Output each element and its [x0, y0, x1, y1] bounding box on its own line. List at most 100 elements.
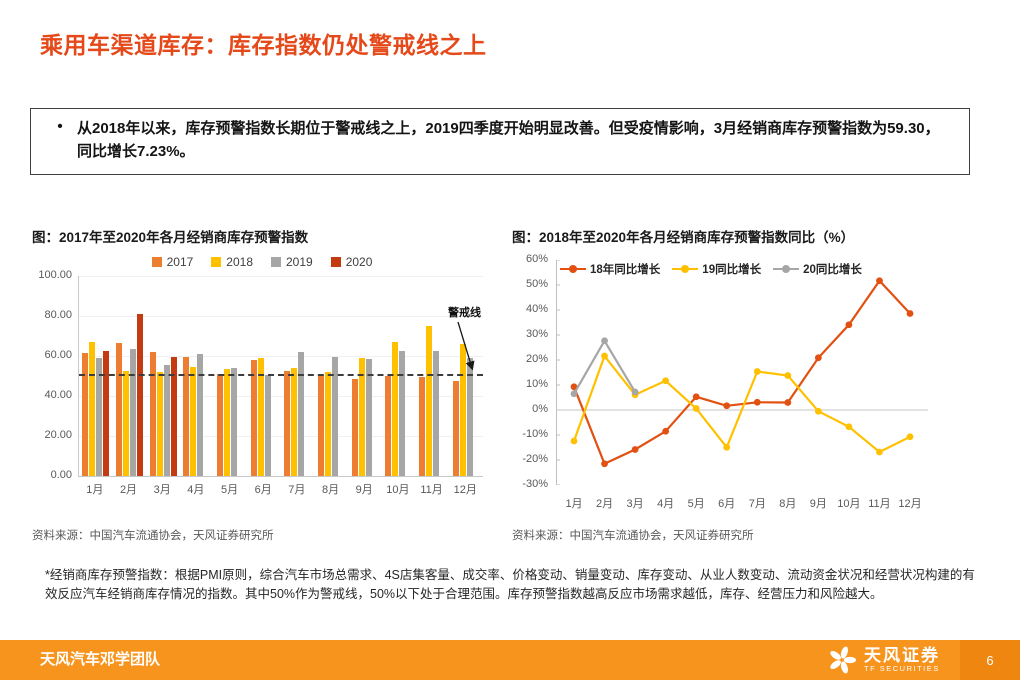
line-legend-item-18年同比增长: 18年同比增长 [560, 261, 660, 277]
line-series-19同比增长 [572, 353, 911, 454]
bar-2017-12月 [452, 380, 459, 476]
bar-2017-7月 [284, 371, 291, 476]
footer-team-name: 天风汽车邓学团队 [40, 651, 161, 668]
bar-2019-1月 [96, 358, 103, 476]
bar-2017-6月 [250, 359, 257, 476]
bar-2018-3月 [156, 371, 163, 476]
bar-2017-4月 [183, 356, 190, 476]
bar-x-label: 10月 [386, 484, 410, 496]
line-y-tick: 60% [525, 253, 548, 265]
bar-group-10月 [382, 276, 416, 476]
warning-line [79, 374, 483, 376]
bar-x-label: 3月 [153, 484, 171, 496]
bar-x-label: 2月 [119, 484, 138, 496]
bar-2018-2月 [123, 371, 129, 476]
bar-plot: 警戒线 [78, 276, 483, 477]
bar-2017-2月 [116, 342, 122, 476]
bar-2018-5月 [224, 368, 231, 476]
bar-2019-4月 [197, 354, 204, 476]
bar-2019-11月 [433, 351, 440, 476]
legend-swatch-icon [271, 257, 281, 267]
bar-2018-6月 [257, 357, 264, 476]
data-point [753, 398, 761, 406]
legend-swatch-icon [151, 257, 162, 267]
line-y-tick: 40% [525, 303, 548, 315]
legend-line-marker-icon [672, 265, 699, 274]
bar-2020-3月 [170, 357, 177, 476]
bar-2018-4月 [190, 366, 197, 476]
brand-subtitle: TF SECURITIES [864, 664, 940, 674]
line-plot-svg [556, 259, 928, 486]
bar-group-5月 [214, 276, 248, 476]
line-y-tick: 50% [525, 278, 548, 290]
bar-group-8月 [315, 276, 349, 476]
bar-group-12月 [449, 276, 483, 476]
bar-legend: 2017 2018 2019 2020 [32, 255, 492, 269]
line-legend-item-19同比增长: 19同比增长 [672, 261, 761, 277]
legend-label: 2019 [286, 255, 313, 269]
footer-brand: 天风证券 TF SECURITIES [827, 640, 940, 680]
bar-2018-10月 [392, 342, 399, 476]
data-point [662, 427, 670, 435]
bar-y-tick: 20.00 [44, 429, 72, 441]
bar-legend-item-2019: 2019 [271, 255, 313, 269]
line-series-20同比增长 [573, 338, 637, 395]
line-x-label: 6月 [718, 498, 736, 510]
bar-chart-source: 资料来源：中国汽车流通协会，天风证券研究所 [32, 530, 274, 542]
data-point [723, 443, 731, 451]
bar-y-tick: 40.00 [44, 389, 72, 401]
charts-row: 图：2017年至2020年各月经销商库存预警指数 2017 2018 2019 202… [32, 226, 990, 543]
callout-text: 从2018年以来，库存预警指数长期位于警戒线之上，2019四季度开始明显改善。但… [77, 120, 940, 160]
data-point [845, 423, 853, 431]
callout-bullet: • [57, 118, 63, 135]
bar-group-6月 [247, 276, 281, 476]
line-y-tick: 20% [525, 353, 548, 365]
data-point [662, 377, 670, 385]
bar-2019-12月 [466, 358, 473, 476]
bar-2017-9月 [351, 378, 358, 476]
legend-line-marker-icon [773, 265, 800, 274]
data-point [570, 383, 578, 391]
page-title: 乘用车渠道库存：库存指数仍处警戒线之上 [40, 32, 487, 58]
bar-x-label: 8月 [321, 484, 340, 496]
bar-x-label: 11月 [420, 484, 443, 496]
line-x-label: 11月 [868, 498, 891, 510]
bar-y-axis: 100.00 80.00 60.00 40.00 20.00 0.00 [32, 269, 78, 481]
line-y-tick: 30% [525, 328, 548, 340]
line-chart-title: 图：2018年至2020年各月经销商库存预警指数同比（%） [512, 230, 855, 245]
line-chart-block: 图：2018年至2020年各月经销商库存预警指数同比（%） 60% 50% 40% 3… [512, 226, 950, 543]
line-y-tick: 0% [532, 403, 548, 415]
line-x-label: 1月 [565, 498, 583, 510]
legend-label: 19同比增长 [702, 264, 762, 276]
data-point [784, 372, 792, 379]
bar-y-tick: 100.00 [38, 269, 72, 281]
bar-x-label: 12月 [453, 484, 477, 496]
bar-x-label: 1月 [86, 484, 104, 496]
line-x-label: 9月 [809, 498, 827, 510]
bar-x-label: 5月 [220, 484, 239, 496]
bar-2017-10月 [385, 376, 392, 476]
legend-label: 18年同比增长 [590, 264, 661, 276]
bar-group-9月 [348, 276, 382, 476]
data-point [631, 446, 639, 453]
line-plot: 18年同比增长 19同比增长 20同比增长 1月 2月 3月 4月 5月 6月 7月 8月 9月 10… [556, 259, 928, 511]
line-x-label: 3月 [626, 498, 644, 510]
bar-chart-area: 100.00 80.00 60.00 40.00 20.00 0.00 警戒线 [32, 269, 492, 481]
legend-label: 20同比增长 [803, 264, 862, 276]
bar-2018-1月 [89, 341, 96, 476]
callout-box: • 从2018年以来，库存预警指数长期位于警戒线之上，2019四季度开始明显改善… [30, 108, 970, 175]
bar-x-labels: 1月 2月 3月 4月 5月 6月 7月 8月 9月 10月 11月 12月 [78, 481, 482, 497]
line-legend: 18年同比增长 19同比增长 20同比增长 [560, 261, 862, 277]
bar-y-tick: 80.00 [44, 309, 72, 321]
line-x-label: 10月 [837, 498, 861, 510]
bar-group-7月 [281, 276, 315, 476]
data-point [601, 337, 608, 345]
footnote: *经销商库存预警指数：根据PMI原则，综合汽车市场总需求、4S店集客量、成交率、… [45, 568, 975, 601]
bar-2019-6月 [264, 375, 271, 476]
bar-x-label: 6月 [254, 484, 272, 496]
bar-2019-9月 [365, 358, 372, 476]
brand-name: 天风证券 [864, 645, 940, 665]
line-x-label: 12月 [898, 498, 922, 510]
gridline [79, 396, 483, 397]
page-number-band: 6 [960, 640, 1020, 680]
